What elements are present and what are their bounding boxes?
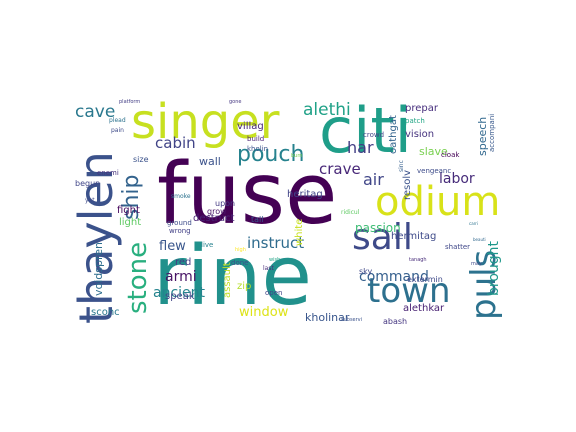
cloud-word: instruct [247,234,305,252]
cloud-word: sconc [91,307,120,318]
cloud-word: odium [375,179,501,225]
cloud-word: crave [319,160,361,178]
cloud-word: cabin [155,134,196,152]
cloud-word: assault [222,262,233,298]
cloud-word: heritag [287,189,323,200]
cloud-word: flew [159,239,186,254]
cloud-word: vengeanc [417,167,452,175]
cloud-word: kholinar [305,311,350,324]
cloud-word: gone [229,99,242,105]
cloud-word: tanagh [409,257,427,263]
cloud-word: villag [237,121,264,132]
cloud-word: upon [215,199,236,208]
cloud-word: speak [165,291,195,302]
cloud-word: vision [405,129,435,140]
cloud-word: armi [165,269,197,285]
cloud-word: zip [237,281,252,292]
cloud-word: ground [167,219,192,227]
cloud-word: grow [207,207,227,216]
cloud-word: cave [75,102,116,122]
cloud-word: window [239,305,289,320]
cloud-word: carri [469,221,478,226]
word-cloud: fuse rine citi singer odium thaylen sail… [71,96,504,330]
cloud-word: cloak [441,151,460,159]
cloud-word: command [359,269,429,285]
cloud-word: rine [153,229,312,324]
cloud-word: passion [355,221,401,235]
cloud-word: red [175,257,192,268]
cloud-word: white [294,218,305,246]
cloud-word: extermin [407,275,443,284]
cloud-word: voidspren [92,241,105,296]
cloud-word: wish [269,257,281,263]
cloud-word: har [347,138,374,157]
cloud-word: oathgat [388,115,399,154]
cloud-word: shatter [445,243,471,251]
cloud-word: pain [111,127,124,134]
cloud-word: alethi [303,100,351,120]
cloud-word: plead [109,117,126,124]
cloud-word: build [247,135,265,143]
cloud-word: high [235,247,246,253]
cloud-word: air [363,170,384,189]
cloud-word: enemi [97,169,119,177]
cloud-word: begun [75,179,101,188]
cloud-word: wrong [169,227,191,235]
cloud-word: open [265,289,283,297]
cloud-word: size [133,155,149,164]
cloud-word: ancient [153,285,206,301]
cloud-word: resolv [402,169,413,200]
cloud-word: fight [117,205,140,216]
cloud-word: burn [291,153,303,159]
cloud-word: sail [352,217,413,258]
cloud-word: pouch [237,142,305,167]
cloud-word: smoke [171,193,191,200]
cloud-word: wall [199,155,221,168]
cloud-word: patch [405,117,425,125]
cloud-word: ridicul [341,209,360,216]
cloud-word: sinc [398,160,405,172]
cloud-word: subservi [341,317,363,323]
cloud-word: platform [119,99,141,105]
cloud-word: live [201,241,214,249]
cloud-word: thaylen [71,151,123,324]
cloud-word: kholin [247,145,269,153]
cloud-word: prepar [405,103,438,114]
cloud-word: abash [383,317,408,326]
cloud-word: tall [251,215,264,224]
cloud-word: destruct [193,213,235,224]
cloud-word: brought [486,240,502,296]
cloud-word: done [231,259,249,267]
cloud-word: speech [476,116,489,156]
cloud-word: labor [439,171,475,187]
cloud-word: alethkar [403,303,445,314]
cloud-word: beauti [473,237,486,242]
cloud-word: citi [319,96,412,167]
cloud-word: yet [85,197,95,204]
cloud-word: sky [359,267,373,276]
cloud-word: hermitag [391,231,437,242]
cloud-word: town [367,271,451,311]
cloud-word: slave [419,145,448,158]
cloud-word: stone [123,241,153,314]
cloud-word: singer [131,96,280,150]
cloud-word: accompani [488,113,496,152]
cloud-word: last [263,265,274,272]
cloud-word: crowd [363,131,385,139]
cloud-word: may [471,261,482,267]
cloud-word: light [119,217,142,228]
cloud-word: fuse [157,145,338,244]
